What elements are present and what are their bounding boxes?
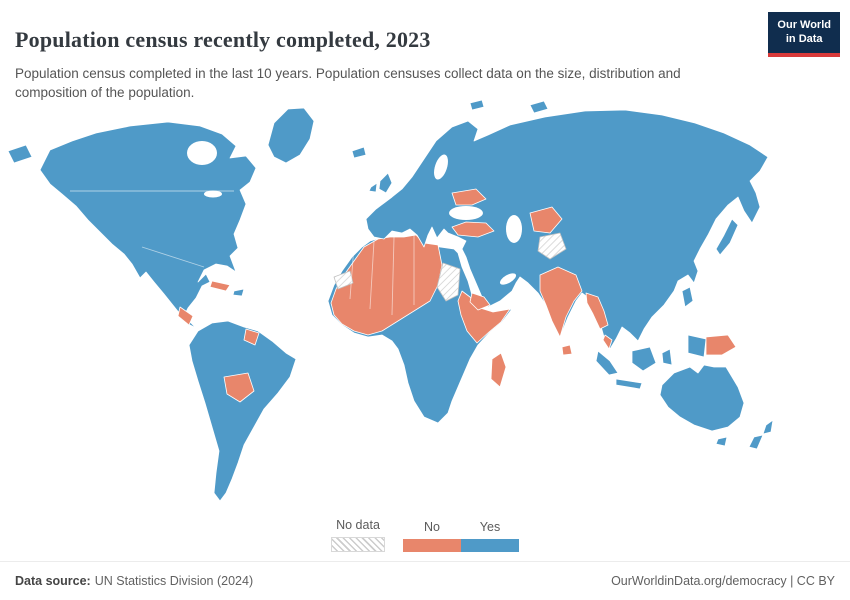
country-borders [70, 190, 415, 316]
region-greenland[interactable] [267, 107, 315, 164]
region-iceland[interactable] [351, 146, 367, 159]
data-source: Data source: UN Statistics Division (2024… [15, 574, 253, 588]
logo-text-line1: Our World [777, 19, 831, 31]
region-north-america[interactable] [39, 121, 257, 329]
owid-logo[interactable]: Our World in Data [768, 12, 840, 57]
region-sumatra[interactable] [595, 350, 619, 376]
hudson-bay [187, 141, 217, 165]
region-central-america[interactable] [177, 306, 194, 326]
legend-color-bar: No Yes [403, 520, 519, 552]
region-new-zealand-north[interactable] [762, 419, 774, 435]
credit-link[interactable]: OurWorldinData.org/democracy | CC BY [611, 574, 835, 588]
region-madagascar[interactable] [490, 352, 507, 388]
region-eurasia[interactable] [365, 109, 769, 350]
world-map[interactable] [0, 95, 850, 515]
region-australia[interactable] [659, 364, 745, 432]
logo-text-line2: in Data [785, 33, 823, 46]
region-south-america[interactable] [188, 320, 297, 502]
region-ireland[interactable] [368, 182, 378, 193]
legend-no-swatch[interactable] [403, 539, 461, 552]
region-united-kingdom[interactable] [378, 172, 393, 194]
legend-yes-swatch[interactable] [461, 539, 519, 552]
persian-gulf [499, 273, 517, 285]
data-source-label: Data source: [15, 574, 91, 588]
region-sudan[interactable] [436, 262, 461, 302]
region-hispaniola[interactable] [232, 288, 245, 297]
legend-no-data-swatch[interactable] [331, 537, 385, 552]
caspian-sea [506, 215, 522, 243]
region-java[interactable] [615, 378, 643, 390]
region-turkey[interactable] [451, 221, 495, 238]
region-philippines[interactable] [681, 286, 694, 308]
legend-no: No [403, 520, 461, 552]
legend-no-data-label: No data [336, 518, 380, 532]
region-india[interactable] [539, 266, 583, 338]
region-cuba[interactable] [209, 280, 231, 292]
region-chukotka-wrap[interactable] [7, 144, 33, 164]
region-yemen[interactable] [469, 292, 491, 311]
legend-no-data: No data [331, 518, 385, 552]
region-afghanistan[interactable] [537, 232, 567, 260]
region-central-asia[interactable] [529, 206, 563, 234]
baltic-sea [434, 154, 448, 180]
region-bolivia[interactable] [223, 372, 255, 403]
region-sulawesi[interactable] [661, 348, 673, 366]
region-novaya-zemlya[interactable] [529, 100, 549, 114]
region-japan[interactable] [715, 218, 739, 256]
region-new-guinea-west[interactable] [687, 334, 707, 358]
region-ukraine[interactable] [451, 188, 487, 206]
region-borneo[interactable] [631, 346, 657, 372]
region-papua-new-guinea[interactable] [705, 334, 737, 356]
region-malaysia[interactable] [602, 334, 613, 350]
chart-footer: Data source: UN Statistics Division (2024… [0, 561, 850, 600]
black-sea [449, 206, 483, 220]
legend-yes-label: Yes [479, 520, 501, 534]
world-map-container [0, 95, 850, 515]
region-sri-lanka[interactable] [561, 344, 573, 356]
legend-yes: Yes [461, 520, 519, 552]
region-myanmar[interactable] [585, 292, 609, 330]
map-legend: No data No Yes [0, 518, 850, 552]
data-source-value: UN Statistics Division (2024) [94, 574, 254, 588]
region-new-zealand-south[interactable] [748, 434, 764, 450]
great-lakes [204, 190, 222, 198]
page-subtitle: Population census completed in the last … [15, 65, 681, 101]
region-western-sahara[interactable] [333, 270, 354, 290]
page-title: Population census recently completed, 20… [15, 26, 431, 52]
region-tasmania[interactable] [715, 436, 728, 447]
region-svalbard[interactable] [469, 99, 485, 111]
logo-red-bar [768, 52, 840, 57]
legend-no-label: No [424, 520, 440, 534]
region-suriname[interactable] [243, 328, 260, 346]
